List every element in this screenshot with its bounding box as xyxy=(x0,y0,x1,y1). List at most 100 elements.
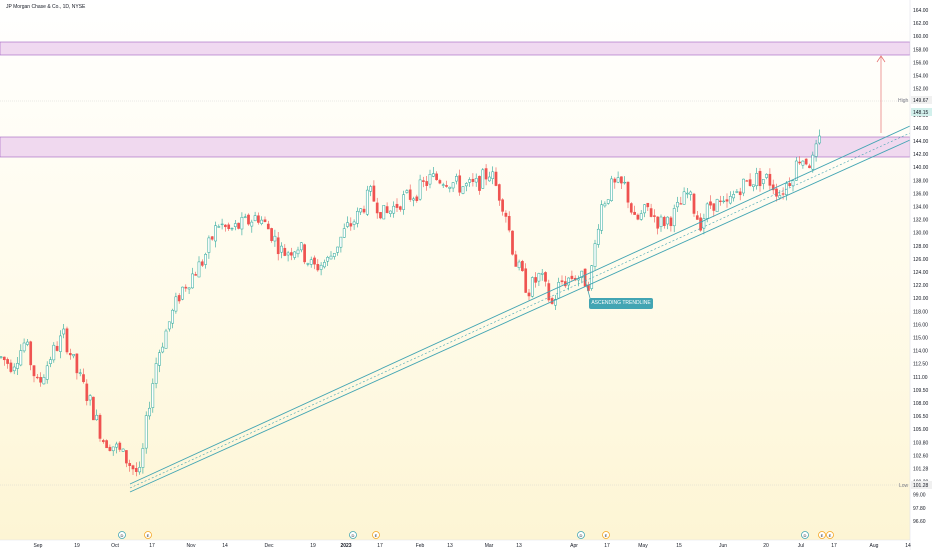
time-tick-label: Feb xyxy=(416,543,425,549)
time-tick-label: Apr xyxy=(570,543,578,549)
candle-up xyxy=(517,261,521,268)
time-tick-label: 17 xyxy=(149,543,155,549)
candle-down xyxy=(725,199,729,202)
candle-down xyxy=(98,414,102,439)
candle-up xyxy=(606,199,610,204)
candle-down xyxy=(662,216,666,226)
price-axis[interactable] xyxy=(910,0,932,550)
candle-down xyxy=(560,280,564,283)
time-tick-label: Oct xyxy=(111,543,119,549)
candle-down xyxy=(395,203,399,208)
candle-down xyxy=(497,184,501,201)
candle-down xyxy=(669,217,673,227)
candle-up xyxy=(273,235,277,242)
candle-down xyxy=(283,247,287,256)
dividend-icon[interactable] xyxy=(118,531,126,539)
candle-up xyxy=(451,182,455,189)
candle-up xyxy=(682,191,686,205)
price-tick-label: 105.00 xyxy=(913,427,929,433)
price-tick-label: 124.00 xyxy=(913,270,929,276)
low-marker-value: 101.28 xyxy=(913,483,929,489)
time-tick-label: 14 xyxy=(905,543,911,549)
candle-down xyxy=(798,161,801,164)
event-icon-glyph: E xyxy=(375,533,378,538)
candle-up xyxy=(154,363,158,384)
earnings-icon[interactable] xyxy=(372,531,380,539)
candle-up xyxy=(412,198,415,201)
candle-up xyxy=(577,278,580,281)
price-tick-label: 122.00 xyxy=(913,283,929,289)
candle-up xyxy=(243,216,247,218)
candles xyxy=(0,129,821,477)
candle-down xyxy=(435,173,438,181)
candle-up xyxy=(59,335,62,352)
candle-up xyxy=(666,216,669,225)
candle-down xyxy=(501,199,504,212)
candle-up xyxy=(0,356,3,358)
candle-down xyxy=(375,202,379,214)
candle-down xyxy=(372,185,376,202)
candle-up xyxy=(95,414,99,421)
target-arrow-head xyxy=(876,55,886,63)
dividend-icon[interactable] xyxy=(349,531,357,539)
candle-down xyxy=(398,206,402,210)
candle-up xyxy=(491,171,495,179)
candle-up xyxy=(207,237,211,253)
target-arrow[interactable] xyxy=(876,55,886,133)
high-marker-label: High xyxy=(898,98,909,104)
earnings-icon[interactable] xyxy=(144,531,152,539)
candle-up xyxy=(293,251,297,258)
candle-up xyxy=(389,210,392,214)
candle-up xyxy=(728,196,732,204)
candle-up xyxy=(639,213,643,220)
candle-up xyxy=(52,344,56,361)
earnings-icon[interactable] xyxy=(818,531,826,539)
candle-up xyxy=(742,178,745,194)
candle-down xyxy=(385,206,389,213)
candle-up xyxy=(158,352,161,366)
candle-down xyxy=(656,216,660,229)
channel-upper-line xyxy=(129,125,911,485)
candle-up xyxy=(329,255,333,260)
candle-up xyxy=(596,228,600,245)
dividend-icon[interactable] xyxy=(577,531,585,539)
dividend-icon[interactable] xyxy=(801,531,809,539)
time-axis[interactable] xyxy=(0,540,910,550)
price-tick-label: 120.00 xyxy=(913,296,929,302)
candle-down xyxy=(210,236,214,240)
candle-up xyxy=(794,160,798,181)
trendline-channel[interactable] xyxy=(129,125,911,493)
candle-up xyxy=(369,186,372,192)
candle-down xyxy=(484,168,488,180)
candle-up xyxy=(319,264,323,270)
candle-up xyxy=(164,330,168,349)
time-tick-label: 15 xyxy=(676,543,682,549)
candle-up xyxy=(676,202,679,208)
candle-down xyxy=(719,200,722,202)
candle-up xyxy=(138,467,141,473)
candle-down xyxy=(128,463,132,466)
resistance-zone-upper[interactable] xyxy=(0,41,911,56)
candle-up xyxy=(580,270,584,278)
price-tick-label: 130.00 xyxy=(913,231,929,237)
earnings-icon[interactable] xyxy=(602,531,610,539)
candle-down xyxy=(626,181,630,203)
resistance-zone-lower[interactable] xyxy=(0,136,911,158)
candle-up xyxy=(233,223,237,227)
candle-down xyxy=(745,180,749,182)
price-tick-label: 144.00 xyxy=(913,139,929,145)
candle-down xyxy=(527,292,531,297)
candle-down xyxy=(118,442,122,450)
candle-down xyxy=(775,188,778,197)
trendline-callout[interactable]: ASCENDING TRENDLINE xyxy=(589,298,653,309)
earnings-icon[interactable] xyxy=(826,531,834,539)
price-tick-label: 99.00 xyxy=(913,493,926,499)
candle-down xyxy=(362,208,366,213)
time-tick-label: 19 xyxy=(74,543,80,549)
candle-up xyxy=(791,180,795,187)
candle-up xyxy=(151,383,155,408)
candle-down xyxy=(415,196,419,201)
event-icon-glyph: E xyxy=(147,533,150,538)
